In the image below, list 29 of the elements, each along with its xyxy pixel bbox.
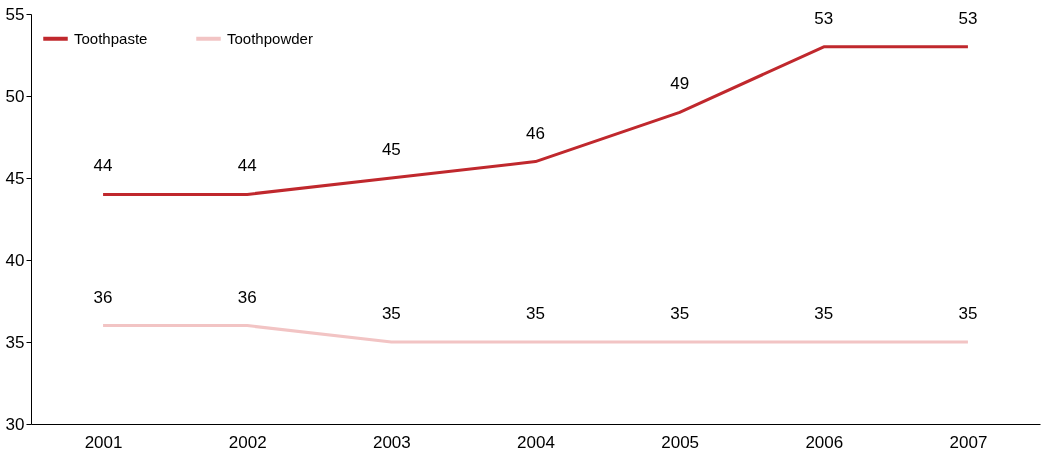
data-label: 53 [814, 8, 834, 28]
data-label: 44 [237, 156, 257, 176]
x-tick-label: 2006 [805, 432, 844, 452]
y-tick-label: 45 [5, 168, 25, 188]
y-tick-label: 55 [5, 4, 25, 24]
x-tick-label: 2007 [949, 432, 988, 452]
data-label: 45 [381, 140, 401, 159]
data-label: 46 [526, 123, 545, 143]
y-tick-label: 30 [5, 414, 25, 434]
legend-label: Toothpaste [74, 29, 148, 47]
x-tick-label: 2005 [661, 432, 700, 452]
data-label: 35 [814, 304, 834, 323]
y-tick-label: 40 [5, 250, 25, 270]
data-label: 49 [670, 74, 690, 94]
x-tick-label: 2003 [372, 432, 411, 452]
data-label: 36 [237, 287, 257, 307]
data-label: 35 [958, 304, 978, 323]
x-tick-label: 2001 [84, 432, 123, 452]
data-label: 35 [526, 304, 545, 323]
legend-label: Toothpowder [227, 29, 313, 47]
data-label: 35 [381, 304, 401, 323]
data-label: 53 [958, 8, 978, 28]
x-tick-label: 2004 [517, 432, 555, 452]
y-tick-label: 35 [5, 332, 25, 352]
x-tick-label: 2002 [228, 432, 267, 452]
data-label: 44 [93, 156, 113, 176]
y-tick-label: 50 [5, 86, 25, 106]
data-label: 35 [670, 304, 690, 323]
data-label: 36 [93, 287, 113, 307]
